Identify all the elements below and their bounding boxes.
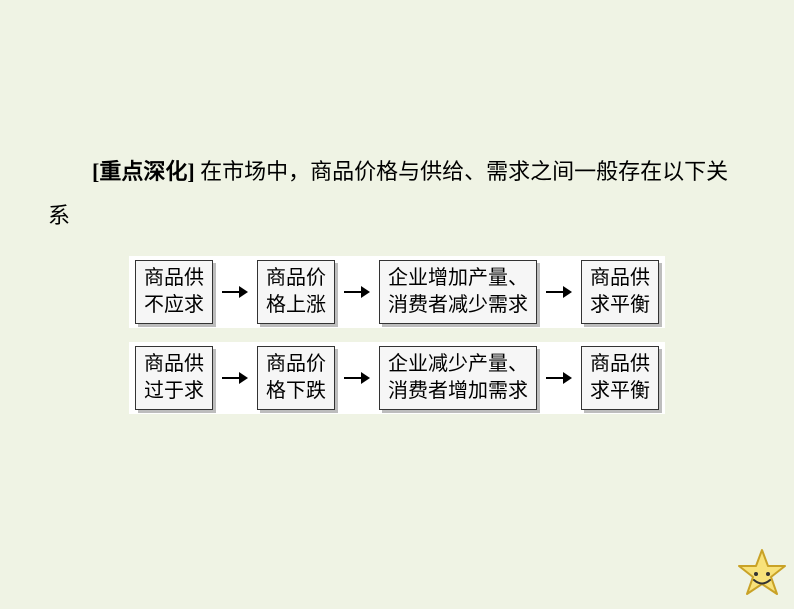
star-decoration: [732, 544, 792, 604]
flow-node: 商品价 格上涨: [257, 260, 335, 324]
flow-row: 商品供 不应求 商品价 格上涨 企业增加产量、 消费者减少需求 商品供 求平衡: [129, 256, 665, 328]
flow-node: 企业增加产量、 消费者减少需求: [379, 260, 537, 324]
flow-node: 商品供 不应求: [135, 260, 213, 324]
flow-node: 商品供 求平衡: [581, 260, 659, 324]
arrow-icon: [343, 283, 371, 301]
arrow-icon: [221, 283, 249, 301]
intro-bold: [重点深化]: [92, 159, 195, 184]
flow-node: 商品供 求平衡: [581, 346, 659, 410]
flow-row: 商品供 过于求 商品价 格下跌 企业减少产量、 消费者增加需求 商品供 求平衡: [129, 342, 665, 414]
flow-node: 商品价 格下跌: [257, 346, 335, 410]
flow-node: 企业减少产量、 消费者增加需求: [379, 346, 537, 410]
slide-content: [重点深化] 在市场中，商品价格与供给、需求之间一般存在以下关系 商品供 不应求…: [0, 0, 794, 414]
arrow-icon: [545, 283, 573, 301]
flowchart-area: 商品供 不应求 商品价 格上涨 企业增加产量、 消费者减少需求 商品供 求平衡商…: [48, 256, 746, 414]
arrow-icon: [221, 369, 249, 387]
arrow-icon: [343, 369, 371, 387]
arrow-icon: [545, 369, 573, 387]
flow-node: 商品供 过于求: [135, 346, 213, 410]
intro-text: [重点深化] 在市场中，商品价格与供给、需求之间一般存在以下关系: [48, 150, 746, 238]
